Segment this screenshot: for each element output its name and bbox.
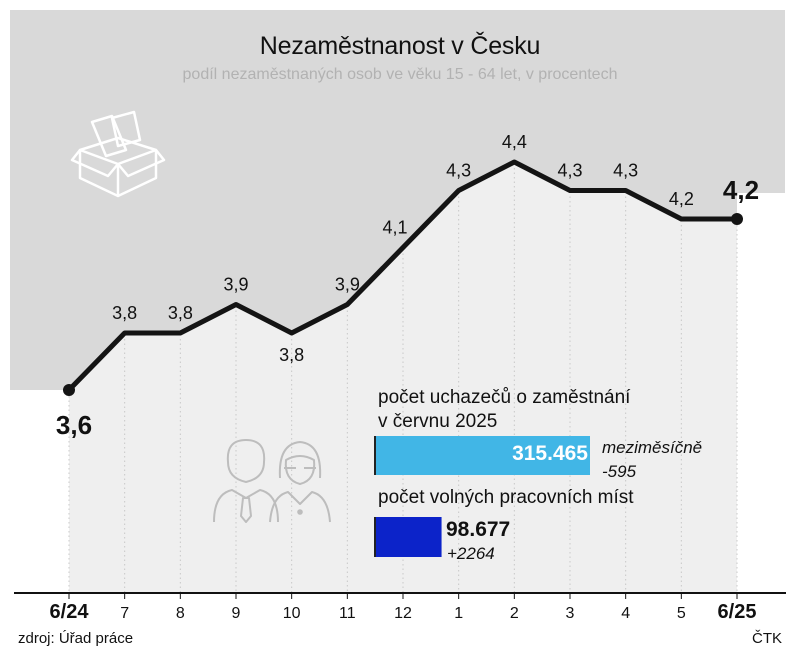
man-head [226, 439, 266, 483]
box-paper [90, 114, 128, 158]
end-point [731, 213, 743, 225]
x-tick-label-7: 1 [454, 605, 463, 622]
woman-icon [269, 441, 331, 523]
data-label-1: 3,8 [112, 303, 137, 323]
box-body [78, 150, 158, 198]
data-label-7: 4,3 [446, 161, 471, 181]
vacancies-change: +2264 [447, 544, 495, 563]
data-label-3: 3,9 [223, 275, 248, 295]
x-tick-label-8: 2 [510, 605, 519, 622]
x-tick-label-10: 4 [621, 605, 630, 622]
inset-bar-edge-1 [374, 517, 376, 557]
inset-bar-1 [374, 517, 442, 557]
box-icon [70, 110, 166, 198]
chart-title: Nezaměstnanost v Česku [259, 32, 541, 60]
applicants-title-line-1: počet uchazečů o zaměstnání [378, 387, 631, 408]
applicants-change-label: meziměsíčně [602, 438, 703, 457]
x-tick-label-2: 8 [176, 605, 185, 622]
vacancies-title-line-1: počet volných pracovních míst [378, 487, 634, 508]
header-panel [10, 10, 785, 390]
applicants-title: počet uchazečů o zaměstnání v červnu 202… [378, 386, 630, 434]
vacancies-title: počet volných pracovních míst [378, 486, 634, 510]
series-line [66, 159, 740, 393]
x-tick-label-4: 10 [283, 605, 301, 622]
chart-subtitle: podíl nezaměstnaných osob ve věku 15 - 6… [182, 66, 618, 83]
x-tick-label-0: 6/24 [50, 601, 90, 623]
data-label-6: 4,1 [382, 218, 407, 238]
x-tick-label-5: 11 [339, 605, 356, 622]
data-label-5: 3,9 [335, 275, 360, 295]
x-tick-label-12: 6/25 [718, 601, 757, 623]
woman-hair [278, 441, 322, 479]
data-label-2: 3,8 [168, 303, 193, 323]
woman-face [284, 455, 316, 485]
x-tick-label-3: 9 [232, 605, 241, 622]
box-paper [110, 110, 142, 148]
agency-credit: ČTK [752, 630, 782, 647]
inset-bar-edge-0 [374, 436, 376, 475]
applicants-change-value: -595 [602, 462, 637, 481]
source-note: zdroj: Úřad práce [18, 630, 134, 647]
x-tick-label-6: 12 [394, 605, 412, 622]
applicants-value: 315.465 [512, 442, 588, 465]
woman-body [269, 491, 331, 523]
box-flaps [70, 149, 166, 178]
inset-bar-0 [374, 436, 590, 475]
x-tick-label-1: 7 [120, 605, 129, 622]
man-icon [213, 439, 279, 523]
start-point [63, 384, 75, 396]
x-tick-label-11: 5 [677, 605, 686, 622]
applicants-change: meziměsíčně -595 [602, 436, 702, 484]
x-tick-label-9: 3 [566, 605, 575, 622]
vacancies-value: 98.677 [446, 518, 511, 541]
data-label-9: 4,3 [557, 161, 582, 181]
applicants-title-line-2: v červnu 2025 [378, 411, 498, 432]
data-label-10: 4,3 [613, 161, 638, 181]
man-tie [240, 497, 252, 523]
woman-button [297, 509, 303, 515]
data-label-11: 4,2 [669, 189, 694, 209]
data-label-8: 4,4 [502, 132, 527, 152]
data-label-4: 3,8 [279, 345, 304, 365]
data-label-0: 3,6 [56, 410, 92, 440]
data-label-12: 4,2 [723, 175, 759, 205]
